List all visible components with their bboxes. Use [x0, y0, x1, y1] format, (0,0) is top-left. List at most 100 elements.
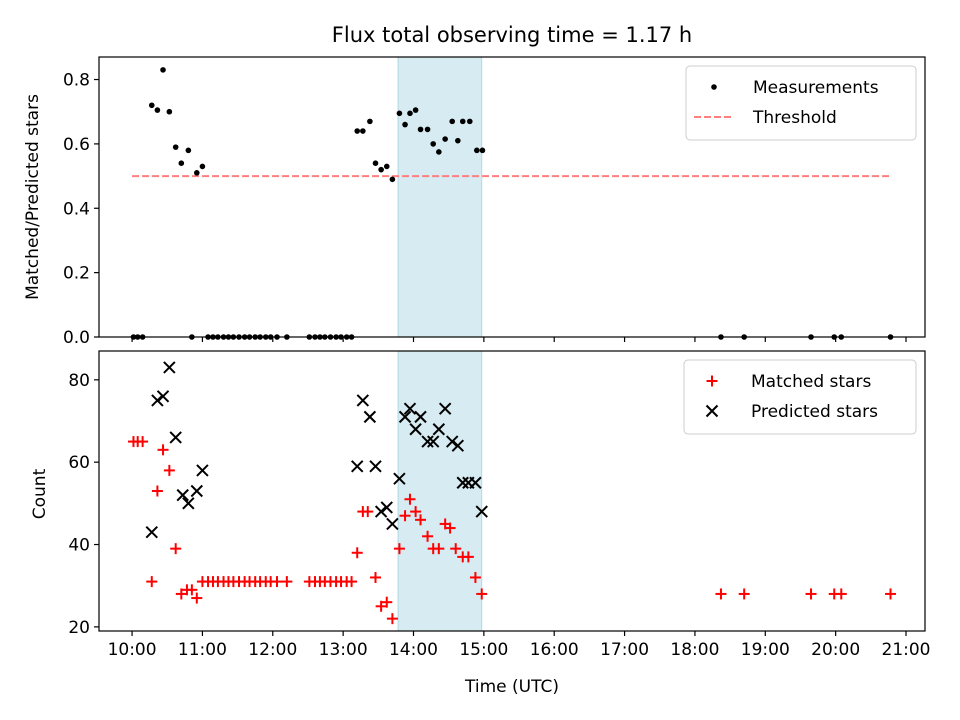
measurement-point	[367, 118, 373, 125]
predicted-point-b	[356, 394, 370, 407]
predicted-point	[432, 423, 446, 436]
matched-point	[157, 444, 169, 456]
predicted-point	[393, 472, 406, 485]
matched-point	[146, 576, 158, 588]
matched-point	[805, 588, 817, 600]
matched-point	[399, 510, 411, 522]
predicted-point	[386, 517, 399, 531]
matched-point	[346, 576, 358, 588]
predicted-point-b	[456, 476, 469, 489]
legend-item: Threshold	[694, 108, 837, 128]
bottom-legend: Matched stars Predicted stars	[683, 359, 917, 435]
predicted-point	[151, 394, 164, 407]
predicted-point-b	[156, 390, 170, 403]
predicted-point-b	[393, 472, 406, 485]
predicted-point	[169, 431, 182, 444]
legend-item: Predicted stars	[705, 402, 878, 422]
predicted-point-b	[426, 435, 440, 448]
x-tick-label: 14:00	[389, 640, 438, 660]
top-y-tick-label: 0.4	[63, 199, 90, 219]
predicted-point	[351, 460, 364, 473]
measurement-point	[407, 110, 413, 117]
predicted-point-b	[421, 435, 434, 448]
chart-title: Flux total observing time = 1.17 h	[332, 23, 692, 47]
predicted-point	[421, 435, 434, 448]
measurement-point	[354, 128, 361, 134]
predicted-point	[182, 497, 195, 510]
bottom-y-tick-label: 60	[68, 453, 90, 473]
predicted-point-b	[169, 431, 182, 444]
matched-point	[415, 514, 427, 526]
matched-point	[469, 571, 481, 583]
predicted-point-b	[182, 497, 195, 510]
predicted-point	[451, 439, 465, 452]
measurement-point	[178, 160, 185, 167]
top-axes-frame	[98, 56, 926, 338]
matched-point	[381, 596, 393, 608]
predicted-point	[398, 410, 412, 424]
matched-point	[462, 551, 474, 563]
predicted-point-b	[380, 501, 393, 514]
measurement-point	[378, 166, 384, 173]
matched-point	[422, 530, 434, 542]
matched-point	[410, 506, 422, 518]
predicted-point-b	[409, 423, 422, 436]
predicted-point-b	[351, 460, 364, 473]
measurement-point	[383, 163, 390, 170]
legend-label: Matched stars	[751, 372, 871, 392]
matched-point	[170, 543, 182, 555]
predicted-point-b	[374, 505, 388, 518]
predicted-point-b	[369, 460, 382, 473]
predicted-point	[145, 525, 158, 539]
x-tick-label: 20:00	[811, 640, 860, 660]
matched-point	[191, 592, 203, 604]
bottom-series-predicted-stars	[145, 361, 488, 539]
predicted-point-b	[151, 394, 164, 407]
matched-point	[375, 600, 387, 612]
matched-point	[444, 522, 456, 534]
measurement-point	[449, 118, 455, 125]
top-legend: Measurements Threshold	[685, 65, 917, 141]
measurement-point	[166, 108, 173, 115]
matched-point	[885, 588, 897, 600]
top-highlight-span	[398, 57, 482, 337]
matched-point	[476, 588, 488, 600]
measurement-point	[424, 126, 431, 133]
x-axis-label: Time (UTC)	[464, 677, 559, 697]
predicted-point	[176, 488, 189, 502]
legend-item: Measurements	[711, 78, 879, 98]
matched-point	[351, 547, 363, 559]
predicted-point-b	[432, 423, 446, 436]
measurement-point	[154, 107, 161, 113]
matched-point	[404, 493, 416, 505]
predicted-point	[156, 390, 170, 403]
top-y-tick-label: 0.8	[63, 71, 90, 91]
x-tick-label: 13:00	[319, 640, 368, 660]
predicted-point	[163, 361, 176, 374]
matched-point	[393, 543, 405, 555]
predicted-point	[456, 476, 469, 489]
predicted-point-b	[145, 525, 158, 539]
predicted-point	[403, 402, 417, 415]
matched-point	[386, 613, 398, 625]
predicted-point	[469, 476, 482, 489]
predicted-point	[380, 501, 393, 514]
measurement-point	[372, 160, 379, 167]
predicted-point-b	[176, 488, 189, 502]
measurement-point	[148, 102, 155, 109]
bottom-legend-box	[683, 359, 917, 435]
top-y-axis-label: Matched/Predicted stars	[23, 94, 43, 300]
matched-point	[281, 576, 293, 588]
matched-point	[186, 584, 198, 596]
matched-point	[450, 543, 462, 555]
predicted-point	[374, 505, 388, 518]
predicted-point-b	[445, 435, 459, 448]
measurement-point	[389, 176, 396, 183]
bottom-y-tick-label: 20	[68, 618, 90, 638]
measurement-point	[455, 137, 461, 144]
predicted-point-b	[386, 517, 399, 531]
predicted-point	[190, 484, 204, 498]
x-tick-label: 15:00	[459, 640, 508, 660]
predicted-point-b	[414, 410, 427, 424]
